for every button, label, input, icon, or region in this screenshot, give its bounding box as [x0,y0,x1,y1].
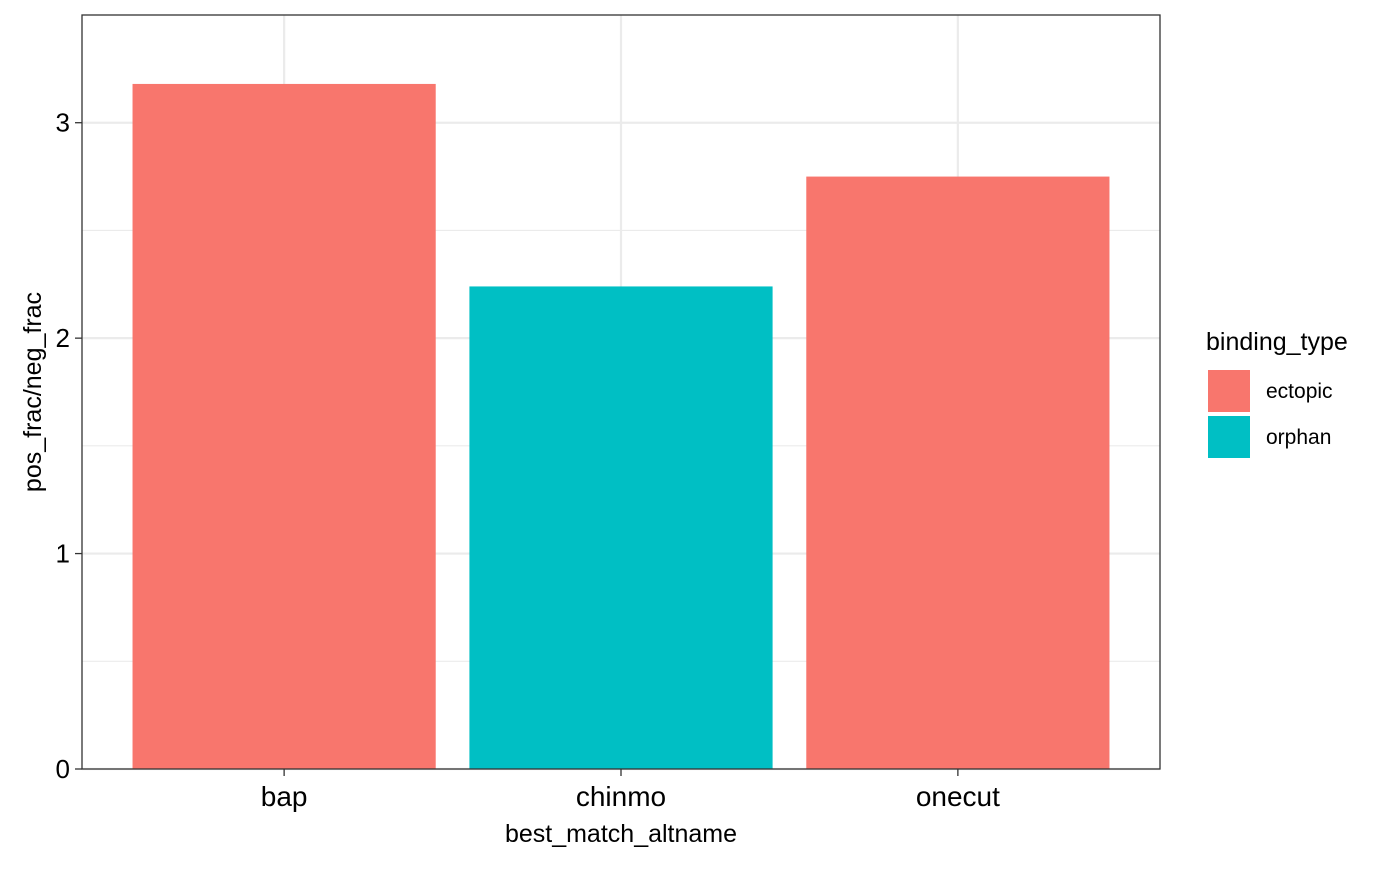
legend: binding_type ectopic orphan [1206,328,1348,458]
x-axis: bap chinmo onecut [261,769,1000,812]
x-axis-title: best_match_altname [505,820,737,848]
legend-title: binding_type [1206,328,1348,356]
x-tick-label: onecut [916,781,1000,812]
bar-chinmo [469,286,773,769]
x-tick-label: bap [261,781,308,812]
bars [132,83,1110,770]
y-axis: 0 1 2 3 [56,108,82,784]
y-tick-label: 1 [56,539,70,569]
legend-key-orphan [1208,416,1250,458]
y-tick-label: 2 [56,323,70,353]
y-tick-label: 0 [56,754,70,784]
legend-label-orphan: orphan [1266,426,1331,449]
bar-bap [132,83,436,770]
x-tick-label: chinmo [576,781,666,812]
y-axis-title: pos_frac/neg_frac [19,292,47,492]
legend-label-ectopic: ectopic [1266,380,1333,403]
y-tick-label: 3 [56,108,70,138]
bar-onecut [806,176,1110,770]
legend-key-ectopic [1208,370,1250,412]
